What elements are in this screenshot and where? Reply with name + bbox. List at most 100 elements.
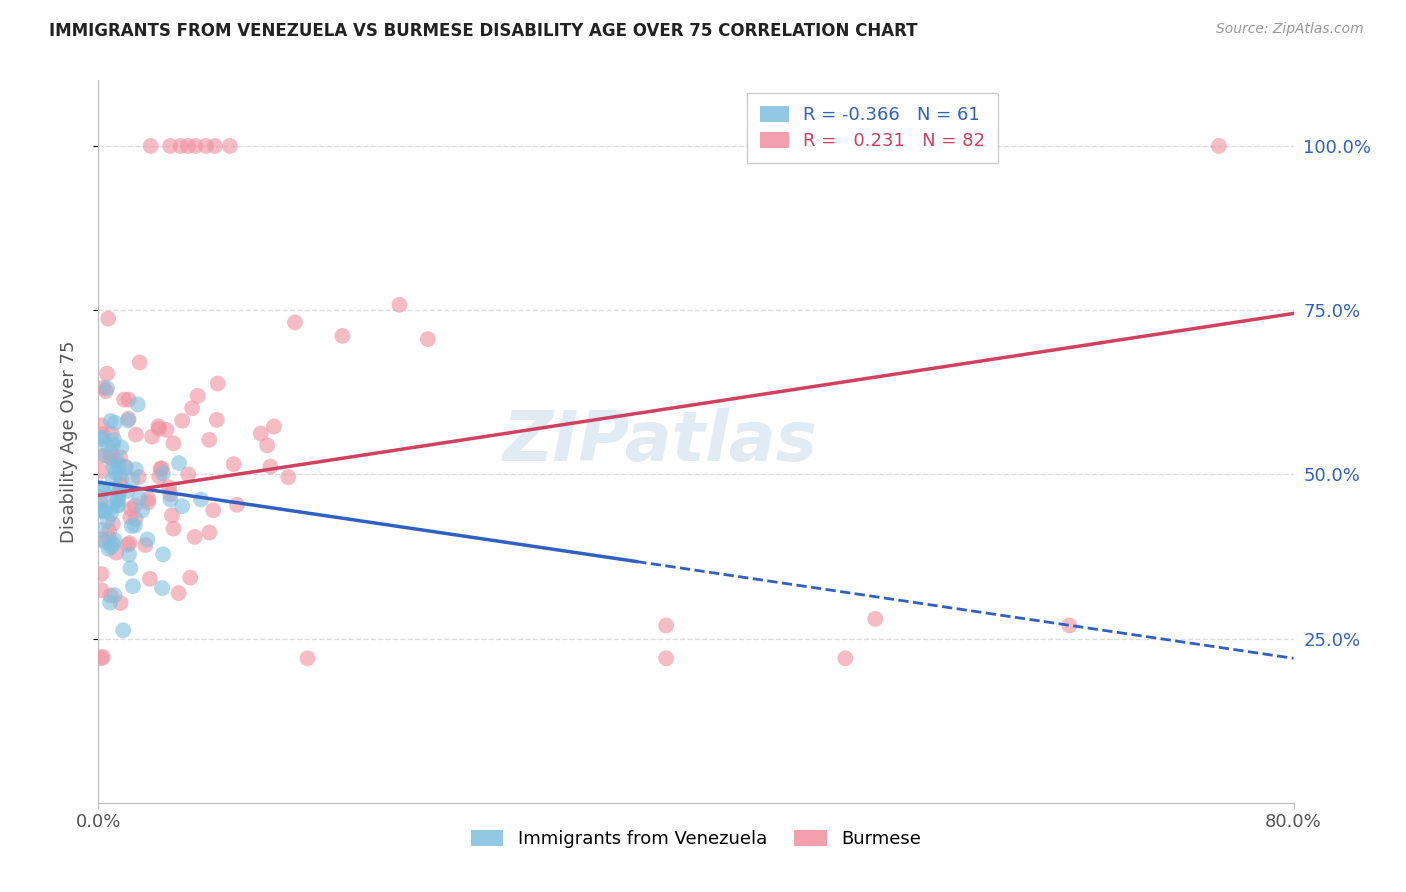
- Point: [90, 481, 112, 495]
- Point: [117, 392, 139, 407]
- Point: [655, 651, 678, 665]
- Point: [172, 500, 194, 514]
- Point: [177, 139, 200, 153]
- Point: [107, 492, 129, 507]
- Point: [118, 548, 141, 562]
- Point: [204, 139, 226, 153]
- Point: [104, 466, 127, 480]
- Point: [117, 411, 139, 425]
- Point: [96, 367, 118, 381]
- Point: [110, 596, 132, 610]
- Point: [90, 496, 112, 510]
- Point: [114, 460, 136, 475]
- Point: [110, 472, 132, 486]
- Point: [112, 392, 135, 407]
- Point: [120, 501, 142, 516]
- Point: [138, 491, 160, 506]
- Point: [388, 298, 411, 312]
- Point: [118, 536, 141, 550]
- Point: [96, 381, 118, 395]
- Point: [91, 427, 114, 442]
- Point: [179, 570, 201, 584]
- Point: [162, 436, 184, 450]
- Point: [91, 433, 114, 447]
- Point: [120, 510, 142, 524]
- Point: [105, 491, 128, 505]
- Point: [93, 483, 115, 498]
- Point: [226, 498, 249, 512]
- Point: [94, 449, 117, 463]
- Point: [159, 487, 181, 501]
- Point: [148, 422, 170, 436]
- Point: [105, 492, 128, 507]
- Point: [110, 450, 132, 465]
- Point: [98, 450, 121, 465]
- Point: [136, 495, 159, 509]
- Point: [101, 516, 124, 531]
- Point: [205, 413, 228, 427]
- Point: [100, 500, 122, 515]
- Point: [136, 533, 159, 547]
- Point: [122, 579, 145, 593]
- Point: [97, 541, 120, 556]
- Point: [121, 473, 143, 487]
- Point: [148, 419, 170, 434]
- Point: [100, 507, 122, 521]
- Point: [103, 433, 125, 447]
- Point: [105, 499, 128, 513]
- Point: [90, 503, 112, 517]
- Point: [101, 437, 124, 451]
- Point: [139, 139, 162, 153]
- Point: [124, 499, 146, 513]
- Point: [103, 454, 125, 468]
- Point: [104, 416, 127, 430]
- Text: ZIPatlas: ZIPatlas: [502, 408, 818, 475]
- Point: [149, 461, 172, 475]
- Point: [115, 483, 138, 498]
- Point: [222, 457, 245, 471]
- Point: [160, 508, 183, 523]
- Point: [190, 492, 212, 507]
- Point: [139, 572, 162, 586]
- Point: [259, 459, 281, 474]
- Point: [183, 530, 205, 544]
- Point: [128, 470, 150, 484]
- Point: [169, 139, 191, 153]
- Point: [98, 532, 121, 546]
- Point: [98, 596, 121, 610]
- Point: [90, 464, 112, 478]
- Point: [107, 459, 129, 474]
- Point: [416, 332, 439, 346]
- Point: [90, 523, 112, 537]
- Point: [103, 459, 125, 474]
- Point: [108, 467, 131, 481]
- Point: [128, 355, 150, 369]
- Point: [91, 649, 114, 664]
- Point: [110, 440, 132, 454]
- Point: [195, 139, 218, 153]
- Point: [117, 413, 139, 427]
- Point: [202, 503, 225, 517]
- Point: [219, 139, 242, 153]
- Point: [100, 445, 122, 459]
- Point: [101, 537, 124, 551]
- Point: [865, 612, 887, 626]
- Point: [100, 414, 122, 428]
- Point: [90, 651, 112, 665]
- Point: [94, 535, 117, 549]
- Point: [152, 547, 174, 561]
- Point: [172, 414, 194, 428]
- Point: [152, 467, 174, 481]
- Point: [284, 315, 307, 329]
- Point: [90, 449, 112, 463]
- Point: [124, 511, 146, 525]
- Point: [141, 430, 163, 444]
- Point: [90, 502, 112, 516]
- Point: [97, 513, 120, 527]
- Y-axis label: Disability Age Over 75: Disability Age Over 75: [59, 340, 77, 543]
- Point: [108, 477, 131, 491]
- Point: [96, 439, 118, 453]
- Point: [198, 433, 221, 447]
- Text: Source: ZipAtlas.com: Source: ZipAtlas.com: [1216, 22, 1364, 37]
- Point: [207, 376, 229, 391]
